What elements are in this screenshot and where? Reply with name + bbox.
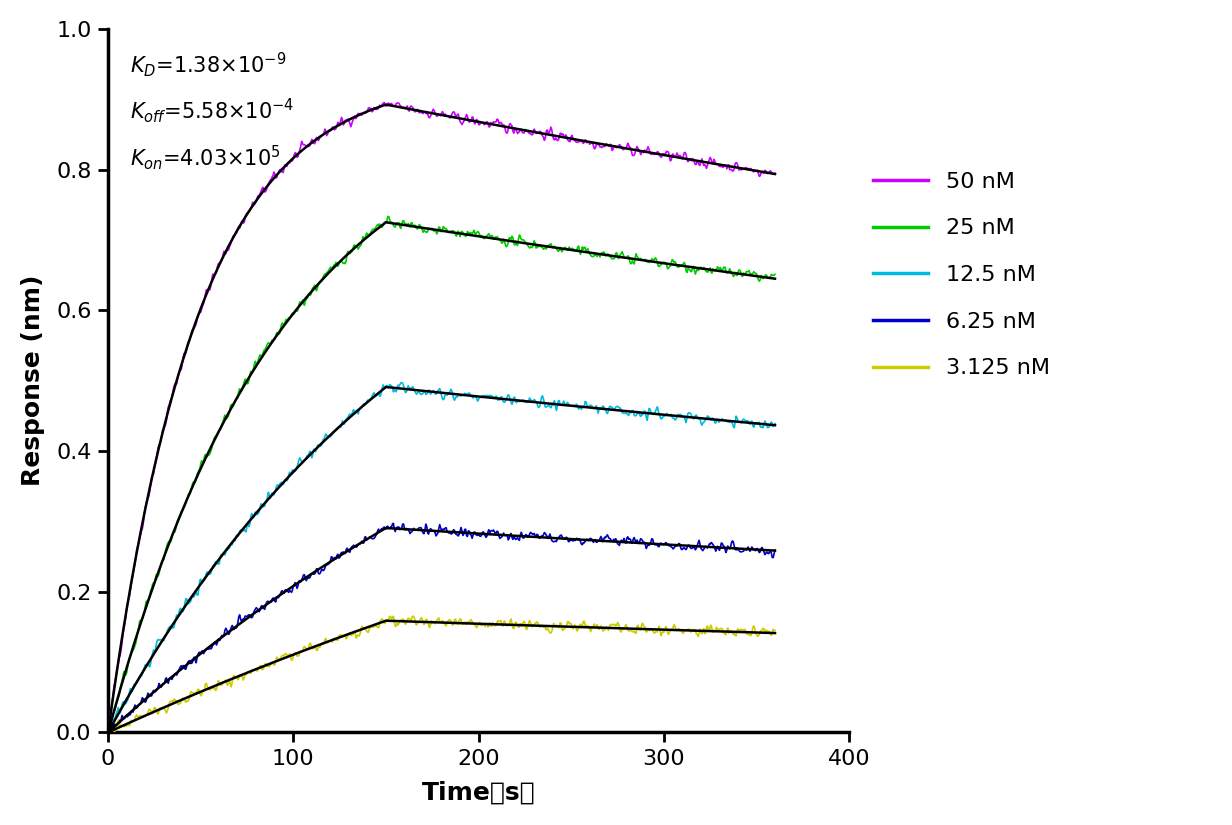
Text: $K_D$=1.38×10$^{-9}$
$K_{off}$=5.58×10$^{-4}$
$K_{on}$=4.03×10$^{5}$: $K_D$=1.38×10$^{-9}$ $K_{off}$=5.58×10$^…: [131, 50, 294, 172]
Legend: 50 nM, 25 nM, 12.5 nM, 6.25 nM, 3.125 nM: 50 nM, 25 nM, 12.5 nM, 6.25 nM, 3.125 nM: [864, 163, 1060, 387]
X-axis label: Time（s）: Time（s）: [421, 780, 536, 804]
Y-axis label: Response (nm): Response (nm): [21, 275, 44, 486]
